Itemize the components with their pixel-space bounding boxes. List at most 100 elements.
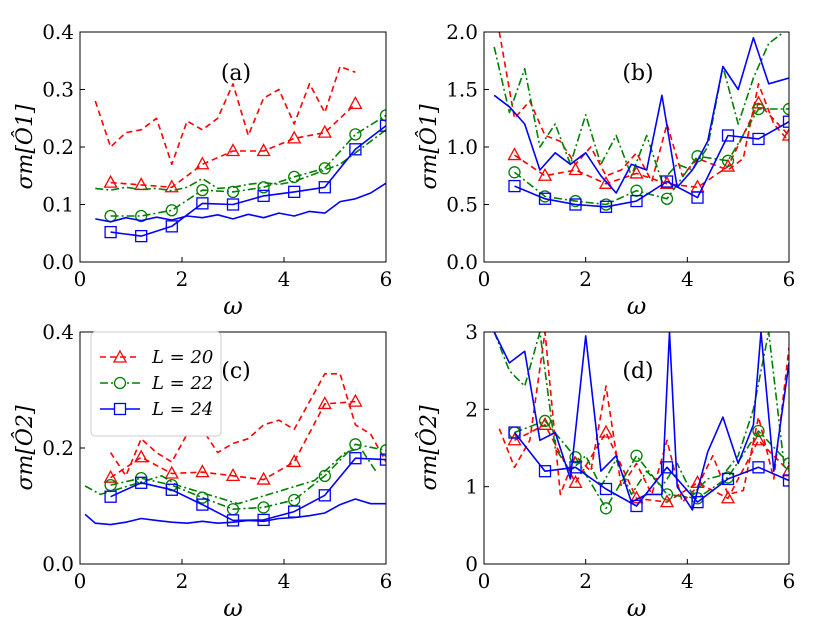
data-point-circle (599, 502, 613, 515)
x-tick-label: 0 (74, 267, 87, 291)
data-point-square (104, 490, 117, 503)
series-line-l22-circle (110, 443, 386, 511)
legend-entry-l20: L = 20 (100, 347, 213, 368)
data-point-square (721, 129, 735, 142)
data-point-square (782, 474, 789, 487)
panel-label-d: (d) (622, 359, 653, 384)
x-axis-label: ω (223, 292, 243, 320)
y-tick-label: 1 (465, 475, 478, 499)
data-point-triangle (225, 467, 241, 481)
data-point-square (349, 452, 362, 465)
panel-label-b: (b) (622, 61, 653, 86)
data-point-triangle (134, 449, 149, 463)
x-tick-label: 6 (380, 569, 393, 593)
data-point-square (538, 465, 552, 478)
data-point-triangle (781, 463, 789, 477)
y-axis-label: σm[Ô1] (11, 104, 38, 189)
data-point-square (288, 505, 301, 518)
legend-entry-l24: L = 24 (100, 399, 213, 420)
data-point-square (165, 483, 178, 496)
y-tick-label: 0.5 (446, 193, 478, 217)
data-point-triangle (287, 130, 302, 144)
series-line-l24-square (110, 125, 386, 237)
data-point-square (630, 499, 643, 513)
data-point-triangle (256, 143, 271, 157)
legend-label-l20: L = 20 (151, 347, 213, 368)
data-point-triangle (507, 432, 522, 446)
data-point-circle (318, 469, 331, 482)
data-point-triangle (256, 471, 271, 485)
data-point-square (569, 461, 582, 474)
y-axis-label: σm[Ô2] (11, 405, 38, 490)
y-tick-label: 3 (465, 320, 478, 344)
data-point-square (318, 181, 331, 194)
y-tick-label: 0.4 (42, 20, 74, 44)
data-point-circle (288, 170, 301, 184)
data-point-square (569, 198, 582, 211)
data-point-circle (135, 209, 148, 223)
panel-a: 0 2 4 6 0.0 0.1 0.2 0.3 0.4 ω σm[Ô1] (a) (11, 20, 392, 320)
series-line-l22-raw (493, 332, 785, 496)
series-line-l20-raw (94, 65, 356, 166)
data-point-triangle (781, 127, 789, 141)
data-point-circle (721, 154, 735, 167)
series-line-l24-raw (493, 332, 789, 511)
series-line-l22-raw (493, 32, 785, 183)
series-line-l22-raw (95, 129, 386, 192)
data-point-triangle (164, 465, 179, 479)
data-point-circle (318, 162, 331, 175)
data-point-square (379, 453, 386, 466)
data-point-circle (538, 414, 552, 428)
data-point-square (135, 229, 148, 243)
data-point-triangle (537, 167, 553, 181)
data-point-triangle (103, 469, 118, 483)
y-tick-label: 0.4 (42, 320, 74, 344)
data-point-circle (349, 128, 362, 141)
plot-data-c (84, 372, 386, 527)
x-axis-label: ω (627, 594, 647, 622)
y-tick-label: 0.3 (42, 78, 74, 102)
data-point-triangle (287, 454, 302, 468)
y-tick-label: 1.5 (446, 78, 478, 102)
x-tick-label: 6 (783, 569, 796, 593)
data-point-circle (782, 457, 789, 470)
data-point-circle (660, 192, 674, 205)
x-tick-label: 2 (176, 267, 189, 291)
data-point-circle (226, 185, 240, 199)
data-point-triangle (195, 464, 210, 478)
x-tick-label: 4 (278, 267, 291, 291)
y-tick-label: 0 (465, 552, 478, 576)
x-tick-label: 2 (176, 569, 189, 593)
data-point-square (660, 175, 674, 188)
y-tick-label: 0.1 (42, 193, 74, 217)
data-point-circle (782, 102, 789, 116)
x-axis-label: ω (627, 292, 647, 320)
y-tick-label: 2 (465, 397, 478, 421)
y-tick-label: 0.0 (446, 250, 478, 274)
panel-d: 0 2 4 6 0 1 2 3 ω σm[Ô2] (d) (415, 320, 795, 622)
series-line-l22-raw (84, 447, 377, 505)
data-point-triangle (317, 396, 332, 410)
data-point-triangle (751, 95, 766, 109)
series-line-l24-raw (95, 182, 386, 223)
plot-area-a (80, 32, 386, 262)
x-tick-label: 0 (74, 569, 87, 593)
x-tick-label: 2 (579, 267, 592, 291)
data-point-circle (379, 109, 386, 122)
series-line-l24-raw (84, 498, 386, 526)
data-point-square (226, 198, 240, 211)
data-point-triangle (195, 156, 210, 170)
data-point-square (318, 489, 331, 502)
data-point-triangle (348, 96, 363, 110)
x-tick-label: 4 (278, 569, 291, 593)
y-tick-label: 0.2 (42, 135, 74, 159)
data-point-triangle (568, 162, 583, 176)
data-point-triangle (134, 177, 149, 191)
data-point-circle (165, 204, 178, 217)
data-point-square (165, 220, 178, 233)
data-point-triangle (164, 179, 179, 193)
y-tick-label: 0.0 (42, 552, 74, 576)
data-point-square (288, 185, 301, 199)
x-tick-label: 2 (579, 569, 592, 593)
legend-entry-l22: L = 22 (100, 373, 213, 394)
